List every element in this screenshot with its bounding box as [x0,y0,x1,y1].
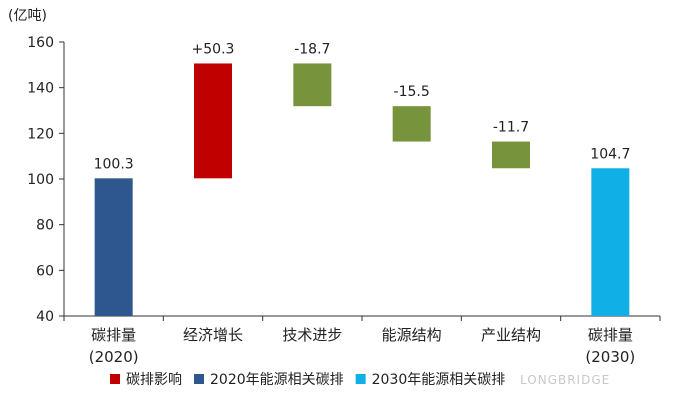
y-tick-label: 120 [27,126,54,142]
data-label: 100.3 [94,156,134,172]
bar [293,63,332,107]
y-tick-label: 60 [36,263,54,279]
x-category-label: (2030) [585,348,635,366]
x-category-label: 技术进步 [282,326,342,344]
bar [194,63,232,179]
bar [492,141,530,169]
legend-swatch [355,374,366,384]
y-tick-label: 100 [27,172,54,188]
watermark-text: LONGBRIDGE [520,373,610,387]
legend-label: 碳排影响 [126,372,182,388]
legend-swatch [194,374,204,384]
data-label: -11.7 [493,120,529,136]
y-unit-label: (亿吨) [8,8,47,24]
legend-label: 2030年能源相关碳排 [372,372,506,388]
x-category-label: 能源结构 [382,326,442,344]
bar [392,106,431,142]
legend-swatch [110,374,120,384]
x-category-label: 碳排量 [588,326,633,344]
legend-label: 2020年能源相关碳排 [210,372,344,388]
x-category-label: (2020) [89,348,139,366]
data-label: -15.5 [394,84,430,100]
x-category-label: 经济增长 [183,326,243,344]
y-tick-label: 40 [36,309,54,325]
x-category-label: 碳排量 [91,326,136,344]
y-tick-label: 160 [27,35,54,51]
data-label: +50.3 [192,41,235,57]
y-tick-label: 80 [36,218,54,234]
data-label: -18.7 [294,41,330,57]
bar [94,178,133,316]
y-tick-label: 140 [27,81,54,97]
x-category-label: 产业结构 [481,326,541,344]
data-label: 104.7 [590,146,630,162]
bar [591,168,630,316]
